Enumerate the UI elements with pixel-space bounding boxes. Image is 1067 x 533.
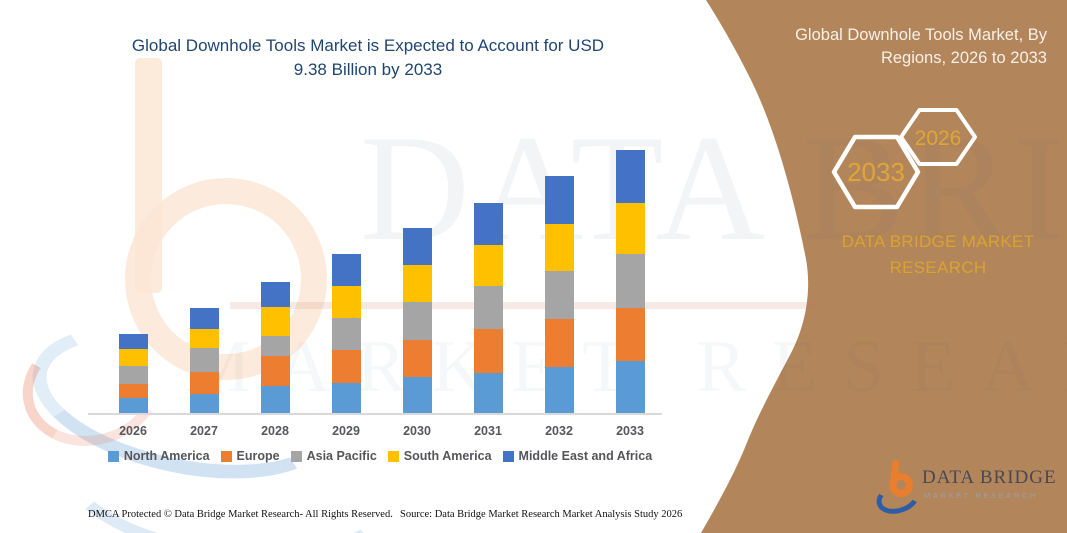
bar-2026-segment-asia-pacific [118, 365, 148, 384]
hexagon-2033-outline [831, 134, 921, 210]
bar-2029-segment-south-america [331, 285, 361, 319]
legend-label: North America [123, 449, 210, 463]
legend-swatch-icon [107, 450, 119, 462]
legend-item-north-america: North America [107, 449, 210, 463]
legend-label: Middle East and Africa [518, 449, 653, 463]
bar-2026-segment-south-america [118, 349, 148, 366]
bar-2031-segment-north-america [473, 372, 503, 414]
bar-2033-segment-south-america [615, 203, 645, 255]
bar-2029-segment-north-america [331, 383, 361, 414]
bar-2032-segment-asia-pacific [544, 270, 574, 319]
hexagon-year-badges: 2033 2026 [831, 108, 977, 210]
bar-2027-segment-middle-east-and-africa [189, 307, 219, 330]
x-axis-label-2028: 2028 [261, 424, 289, 438]
bar-2027-segment-asia-pacific [189, 348, 219, 372]
legend-swatch-icon [502, 450, 514, 462]
x-axis-label-2030: 2030 [403, 424, 431, 438]
bar-2029-segment-middle-east-and-africa [331, 253, 361, 286]
legend-swatch-icon [220, 450, 232, 462]
dmca-copyright-text: DMCA Protected © Data Bridge Market Rese… [88, 509, 393, 520]
bar-2030 [402, 228, 432, 414]
side-panel-heading-line2: Regions, 2026 to 2033 [880, 49, 1047, 67]
logo-name-text: DATA BRIDGE [922, 467, 1057, 488]
bar-2028-segment-europe [260, 356, 290, 387]
side-panel-shape [701, 0, 1067, 533]
side-panel-heading: Global Downhole Tools Market, By Regions… [747, 24, 1047, 70]
hexagon-2033-label: 2033 [847, 157, 905, 187]
watermark-red-line [230, 302, 815, 309]
x-axis-label-2032: 2032 [545, 424, 573, 438]
bar-2029-segment-asia-pacific [331, 318, 361, 351]
bar-2033-segment-north-america [615, 361, 645, 414]
bar-2028 [260, 282, 290, 414]
brand-text-line1: DATA BRIDGE MARKET [841, 232, 1035, 251]
bar-2027-segment-south-america [189, 329, 219, 349]
brand-text-block: DATA BRIDGE MARKET RESEARCH [808, 229, 1067, 281]
legend-swatch-icon [290, 450, 302, 462]
hexagon-2026-label: 2026 [915, 127, 962, 150]
side-panel-heading-line1: Global Downhole Tools Market, By [795, 26, 1047, 44]
source-text: Source: Data Bridge Market Research Mark… [400, 509, 683, 520]
legend-item-middle-east-and-africa: Middle East and Africa [502, 449, 653, 463]
bar-2031 [473, 202, 503, 414]
logo-swoosh-icon [872, 476, 924, 520]
x-axis-label-2029: 2029 [332, 424, 360, 438]
bar-2026-segment-europe [118, 383, 148, 398]
bar-2032-segment-north-america [544, 367, 574, 414]
bar-2030-segment-asia-pacific [402, 302, 432, 341]
bar-2029-segment-europe [331, 350, 361, 383]
bar-2031-segment-europe [473, 329, 503, 373]
bar-2033-segment-middle-east-and-africa [615, 150, 645, 204]
legend-item-south-america: South America [387, 449, 492, 463]
bar-2026-segment-north-america [118, 398, 148, 414]
brand-text-line2: RESEARCH [889, 258, 987, 277]
logo-subtitle-text: MARKET RESEARCH [924, 491, 1038, 500]
bar-2027 [189, 307, 219, 414]
bar-2027-segment-north-america [189, 394, 219, 414]
x-axis-label-2027: 2027 [190, 424, 218, 438]
bar-2031-segment-middle-east-and-africa [473, 202, 503, 245]
x-axis-label-2031: 2031 [474, 424, 502, 438]
bar-2032 [544, 175, 574, 414]
x-axis-line [88, 413, 662, 415]
bar-2033-segment-europe [615, 308, 645, 362]
chart-title-line1: Global Downhole Tools Market is Expected… [131, 36, 605, 55]
bar-2026 [118, 334, 148, 414]
x-axis-label-2033: 2033 [616, 424, 644, 438]
bar-2026-segment-middle-east-and-africa [118, 334, 148, 350]
bar-2033 [615, 150, 645, 414]
bar-2030-segment-south-america [402, 265, 432, 303]
bar-2029 [331, 253, 361, 414]
legend-label: Asia Pacific [306, 449, 377, 463]
legend-item-europe: Europe [220, 449, 280, 463]
bar-2028-segment-north-america [260, 386, 290, 414]
legend-label: South America [403, 449, 492, 463]
data-bridge-logo: DATA BRIDGE MARKET RESEARCH [872, 458, 1061, 520]
bar-2030-segment-north-america [402, 377, 432, 414]
chart-title-line2: 9.38 Billion by 2033 [293, 60, 443, 79]
bar-2033-segment-asia-pacific [615, 254, 645, 309]
bar-2028-segment-asia-pacific [260, 336, 290, 357]
bar-2028-segment-middle-east-and-africa [260, 282, 290, 308]
bar-2030-segment-middle-east-and-africa [402, 228, 432, 266]
legend-label: Europe [236, 449, 280, 463]
bar-2032-segment-south-america [544, 223, 574, 271]
logo-b-bowl-icon [889, 473, 913, 497]
bar-2028-segment-south-america [260, 307, 290, 337]
legend-item-asia-pacific: Asia Pacific [290, 449, 377, 463]
chart-legend: North America Europe Asia Pacific South Ame… [85, 449, 675, 463]
bar-2032-segment-middle-east-and-africa [544, 175, 574, 224]
bar-2032-segment-europe [544, 318, 574, 367]
hexagon-2026-outline [899, 108, 977, 166]
x-axis-label-2026: 2026 [119, 424, 147, 438]
chart-title: Global Downhole Tools Market is Expected… [58, 34, 678, 82]
bar-2031-segment-asia-pacific [473, 285, 503, 330]
bar-2027-segment-europe [189, 372, 219, 394]
legend-swatch-icon [387, 450, 399, 462]
bar-2030-segment-europe [402, 340, 432, 378]
bar-2031-segment-south-america [473, 244, 503, 286]
